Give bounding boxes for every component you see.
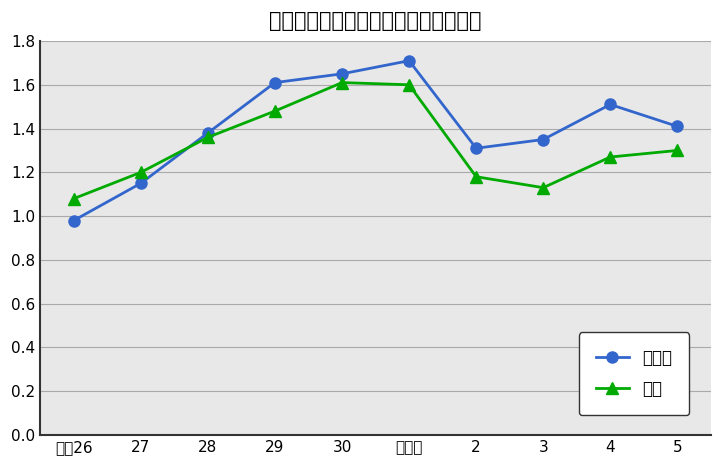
全国 <box>69 196 78 201</box>
鳥取県 <box>204 130 212 136</box>
鳥取県 <box>271 80 279 85</box>
鳥取県 <box>136 180 145 186</box>
全国 <box>539 185 547 191</box>
Legend: 鳥取県, 全国: 鳥取県, 全国 <box>579 332 689 415</box>
鳥取県 <box>338 71 347 76</box>
全国 <box>673 148 682 153</box>
全国 <box>271 108 279 114</box>
全国 <box>471 174 480 179</box>
全国 <box>338 80 347 85</box>
鳥取県 <box>606 102 614 107</box>
Line: 全国: 全国 <box>67 76 684 205</box>
全国 <box>606 154 614 160</box>
鳥取県 <box>471 145 480 151</box>
全国 <box>405 82 414 88</box>
鳥取県 <box>405 58 414 63</box>
Title: 有効求人倍率の推移（鳥取県・全国）: 有効求人倍率の推移（鳥取県・全国） <box>269 11 482 31</box>
全国 <box>204 135 212 140</box>
鳥取県 <box>539 137 547 142</box>
鳥取県 <box>673 123 682 129</box>
全国 <box>136 170 145 175</box>
Line: 鳥取県: 鳥取県 <box>68 55 683 226</box>
鳥取県 <box>69 218 78 223</box>
